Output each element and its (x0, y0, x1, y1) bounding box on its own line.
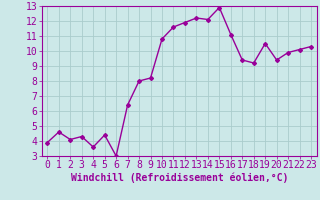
X-axis label: Windchill (Refroidissement éolien,°C): Windchill (Refroidissement éolien,°C) (70, 173, 288, 183)
